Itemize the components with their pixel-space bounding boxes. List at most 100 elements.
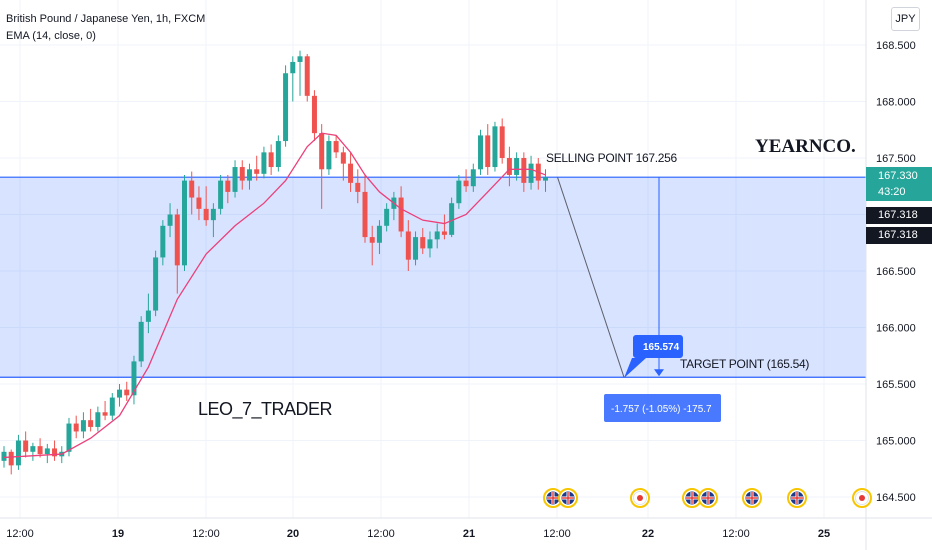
candle-27 — [196, 186, 202, 221]
measure-box[interactable]: -1.757 (-1.05%) -175.7 — [604, 394, 721, 422]
candle-69 — [499, 118, 505, 164]
currency-button[interactable]: JPY — [891, 7, 920, 31]
callout-value: 165.574 — [643, 342, 680, 353]
flag-dot — [637, 495, 643, 501]
candle-70 — [506, 146, 512, 187]
event-icon-4 — [698, 488, 718, 508]
candle-body-37 — [268, 152, 274, 168]
candle-21 — [153, 250, 159, 317]
candle-body-35 — [254, 169, 260, 174]
candle-body-13 — [95, 412, 101, 427]
candle-body-39 — [283, 73, 289, 142]
candle-43 — [311, 90, 317, 142]
candle-body-36 — [261, 152, 267, 174]
candle-body-70 — [506, 158, 512, 175]
time-tick-4: 12:00 — [367, 528, 395, 540]
candle-body-0 — [1, 451, 7, 461]
candle-body-42 — [304, 56, 310, 96]
price-tick-7: 165.000 — [876, 436, 916, 448]
candle-body-12 — [88, 420, 94, 427]
candle-49 — [355, 169, 361, 204]
candle-body-40 — [290, 61, 296, 74]
candle-body-63 — [456, 180, 462, 204]
price-tick-1: 168.000 — [876, 97, 916, 109]
candle-body-25 — [182, 180, 187, 266]
candle-71 — [514, 152, 520, 181]
candle-body-19 — [138, 321, 144, 362]
event-icon-2 — [630, 488, 650, 508]
candle-46 — [333, 135, 339, 158]
candle-body-60 — [434, 231, 440, 240]
candle-body-67 — [485, 135, 491, 168]
time-axis[interactable]: 12:00 19 12:00 20 12:00 21 12:00 22 12:00 25 — [6, 528, 830, 540]
candle-45 — [326, 135, 332, 175]
candle-58 — [420, 228, 426, 255]
price-callout[interactable]: 165.574 — [624, 335, 683, 378]
candle-15 — [109, 393, 115, 421]
symbol-title[interactable]: British Pound / Japanese Yen, 1h, FXCM — [6, 13, 206, 25]
candle-body-64 — [463, 180, 469, 187]
candle-body-69 — [499, 126, 505, 158]
candle-body-33 — [239, 167, 245, 181]
candle-body-15 — [109, 397, 115, 416]
candle-body-41 — [297, 56, 303, 62]
event-icon-5 — [742, 488, 762, 508]
candle-body-31 — [225, 180, 231, 192]
author-label: LEO_7_TRADER — [198, 399, 333, 420]
candle-body-65 — [470, 169, 476, 187]
candle-37 — [268, 144, 274, 175]
ask-price-tag[interactable]: 167.318 — [866, 227, 932, 244]
price-tick-2: 167.500 — [876, 153, 916, 165]
event-icon-0 — [543, 488, 563, 508]
measure-label: -1.757 (-1.05%) -175.7 — [611, 404, 712, 415]
flag-dot — [859, 495, 865, 501]
candle-body-38 — [275, 141, 281, 168]
measure-box-bg — [604, 394, 721, 422]
candle-body-9 — [66, 423, 72, 452]
candle-body-7 — [52, 448, 58, 457]
candle-body-18 — [131, 361, 137, 396]
candle-18 — [131, 355, 137, 405]
candle-body-66 — [478, 135, 484, 170]
candle-body-52 — [376, 225, 382, 243]
candle-6 — [44, 443, 50, 464]
candle-body-47 — [340, 152, 346, 164]
candle-32 — [232, 160, 238, 198]
candle-body-16 — [117, 389, 123, 398]
grid — [0, 0, 866, 518]
ema-indicator-label[interactable]: EMA (14, close, 0) — [6, 30, 96, 42]
candle-38 — [275, 135, 281, 172]
candle-body-30 — [218, 180, 224, 209]
price-axis[interactable]: 168.500168.000167.500167.000166.500166.0… — [876, 40, 916, 504]
candle-26 — [189, 171, 195, 215]
candle-10 — [73, 415, 79, 439]
candle-body-5 — [37, 446, 43, 455]
target-zone[interactable] — [0, 177, 866, 378]
candle-body-62 — [449, 203, 455, 235]
bar-countdown: 43:20 — [878, 186, 906, 198]
economic-events[interactable] — [543, 488, 872, 508]
candle-4 — [30, 442, 36, 461]
candle-body-14 — [102, 412, 108, 416]
candle-body-75 — [543, 177, 548, 181]
candle-42 — [304, 54, 310, 102]
candle-body-57 — [413, 237, 419, 260]
candle-body-2 — [15, 440, 21, 466]
projection-line — [557, 177, 625, 378]
candle-body-20 — [145, 310, 151, 322]
candle-body-22 — [160, 225, 166, 258]
candle-40 — [290, 56, 296, 102]
candle-35 — [254, 155, 260, 181]
current-price-tag[interactable]: 167.330 43:20 — [866, 167, 932, 201]
candle-body-71 — [514, 158, 520, 175]
candle-body-10 — [73, 423, 79, 432]
candle-22 — [160, 220, 166, 266]
candle-64 — [463, 169, 469, 192]
candle-5 — [37, 438, 43, 458]
bid-price-tag[interactable]: 167.318 — [866, 207, 932, 224]
candle-24 — [174, 208, 180, 294]
candle-59 — [427, 231, 433, 258]
candle-body-23 — [167, 214, 173, 226]
